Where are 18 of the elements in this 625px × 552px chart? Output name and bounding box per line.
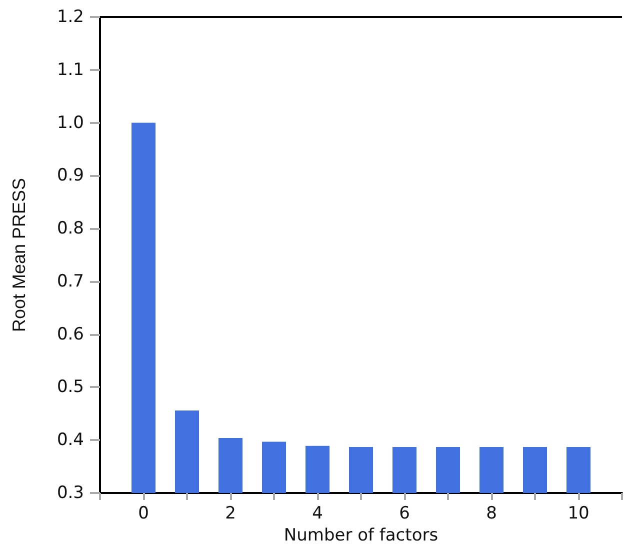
- x-tick-label: 8: [486, 504, 497, 524]
- y-tick-label: 0.3: [56, 483, 84, 503]
- y-axis-title: Root Mean PRESS: [9, 178, 29, 332]
- x-tick-label: 10: [568, 504, 590, 524]
- y-tick-label: 0.5: [56, 377, 84, 398]
- y-tick-label: 0.4: [56, 430, 84, 450]
- y-tick-label: 1.1: [56, 60, 84, 80]
- x-tick-label: 0: [138, 504, 149, 524]
- y-tick-label: 0.7: [56, 271, 84, 292]
- x-axis-title: Number of factors: [284, 526, 438, 546]
- y-tick-label: 0.8: [56, 218, 84, 239]
- x-tick-label: 4: [312, 504, 323, 524]
- x-tick-label: 6: [399, 504, 410, 524]
- y-tick-label: 0.6: [56, 324, 84, 344]
- y-tick-label: 0.9: [56, 166, 84, 186]
- y-tick-label: 1.2: [56, 7, 84, 27]
- x-tick-label: 2: [225, 504, 236, 524]
- y-tick-label: 1.0: [56, 112, 84, 133]
